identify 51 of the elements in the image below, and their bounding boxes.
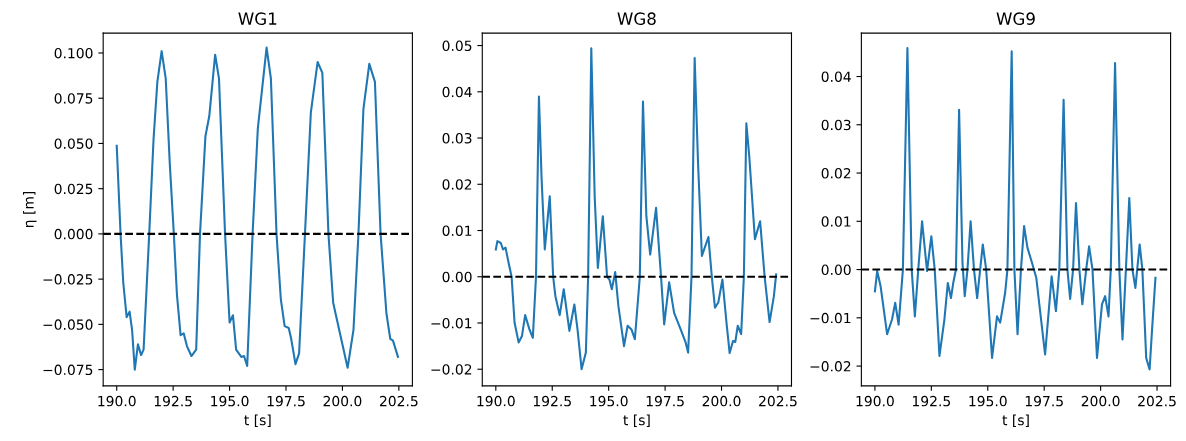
chart-title: WG8 — [617, 12, 656, 25]
y-tick-label: −0.02 — [431, 364, 472, 375]
x-axis-title: t [s] — [244, 414, 271, 427]
y-tick-label: 0.00 — [442, 271, 472, 283]
y-tick-label: 0.075 — [54, 93, 93, 104]
y-tick-label: −0.025 — [43, 274, 93, 285]
x-tick-label: 195.0 — [969, 395, 1007, 407]
x-tick-label: 192.5 — [912, 395, 951, 407]
x-tick-label: 190.0 — [477, 395, 515, 407]
y-tick-label: −0.075 — [43, 364, 93, 376]
y-tick-label: 0.02 — [821, 168, 851, 179]
y-tick-label: −0.02 — [810, 361, 851, 372]
x-axis-title: t [s] — [1002, 414, 1029, 427]
y-tick-label: 0.04 — [442, 86, 472, 98]
x-tick-label: 197.5 — [267, 395, 305, 407]
y-tick-label: −0.01 — [431, 317, 472, 329]
y-tick-label: 0.00 — [821, 264, 851, 276]
y-tick-label: 0.02 — [442, 179, 472, 190]
chart-title: WG1 — [238, 12, 277, 25]
y-tick-label: 0.050 — [54, 138, 93, 149]
y-tick-label: 0.04 — [821, 71, 851, 82]
y-tick-label: −0.050 — [43, 319, 93, 330]
y-tick-label: 0.000 — [54, 228, 93, 240]
x-tick-label: 195.0 — [211, 395, 249, 407]
line-series — [873, 47, 1157, 371]
x-tick-label: 202.5 — [1138, 395, 1176, 407]
x-tick-label: 190.0 — [98, 395, 136, 407]
x-tick-label: 197.5 — [646, 395, 684, 407]
x-axis-title: t [s] — [623, 414, 650, 427]
y-axis-title: η [m] — [23, 191, 37, 228]
y-tick-label: 0.01 — [821, 216, 851, 227]
y-tick-label: −0.01 — [810, 312, 851, 324]
x-tick-label: 192.5 — [533, 395, 571, 407]
x-tick-label: 190.0 — [856, 395, 894, 407]
y-tick-label: 0.01 — [442, 225, 472, 236]
x-tick-label: 192.5 — [154, 395, 192, 407]
y-tick-label: 0.100 — [54, 47, 93, 59]
chart-title: WG9 — [996, 12, 1035, 25]
line-series — [115, 46, 399, 371]
x-tick-label: 202.5 — [759, 395, 797, 407]
x-tick-label: 200.0 — [702, 395, 741, 407]
x-tick-label: 197.5 — [1025, 395, 1063, 407]
x-tick-label: 195.0 — [590, 395, 628, 407]
x-tick-label: 202.5 — [379, 395, 418, 407]
x-tick-label: 200.0 — [323, 395, 362, 407]
y-tick-label: 0.05 — [442, 40, 472, 52]
x-tick-label: 200.0 — [1081, 395, 1120, 407]
y-tick-label: 0.03 — [442, 133, 472, 144]
y-tick-label: 0.03 — [821, 119, 851, 131]
line-series — [494, 47, 778, 371]
y-tick-label: 0.025 — [54, 183, 93, 195]
